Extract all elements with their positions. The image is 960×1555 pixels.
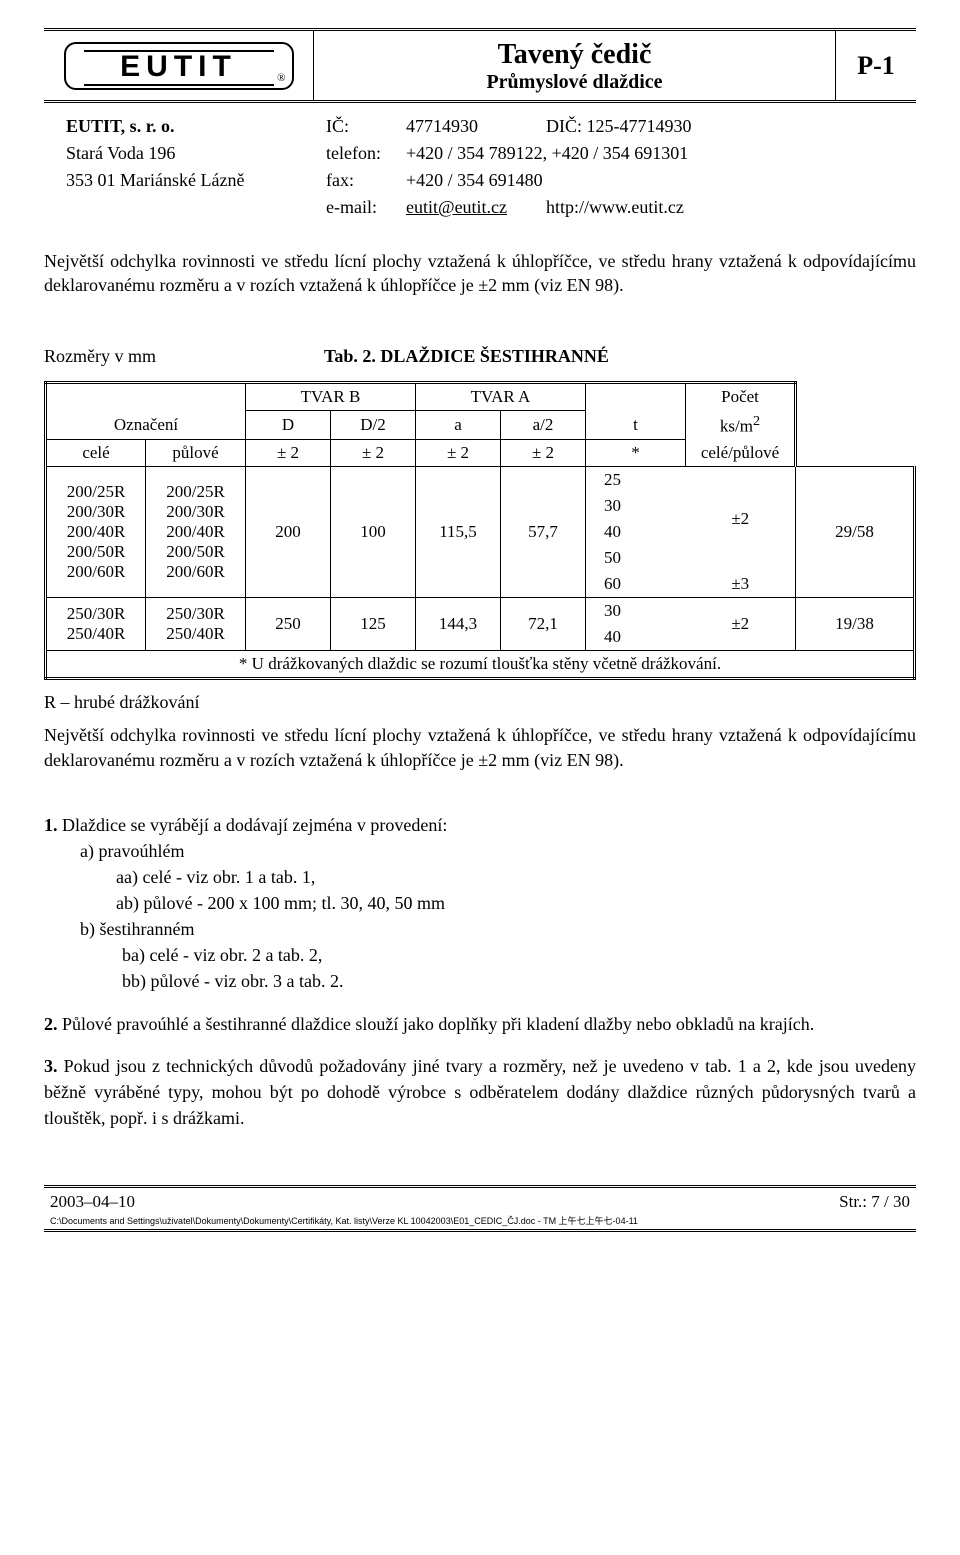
th-tvar-a: TVAR A bbox=[416, 382, 586, 410]
tel-value: +420 / 354 789122, +420 / 354 691301 bbox=[400, 140, 910, 167]
th-oznaceni: Označení bbox=[46, 410, 246, 440]
table2: TVAR B TVAR A Počet Označení D D/2 a a/2… bbox=[44, 381, 916, 681]
r2-tol: ±2 bbox=[686, 598, 796, 651]
th-D2: D/2 bbox=[331, 410, 416, 440]
footer-date: 2003–04–10 bbox=[50, 1192, 135, 1212]
r2-D2: 125 bbox=[331, 598, 416, 651]
th-empty bbox=[46, 382, 246, 410]
paragraph-flatness-1: Největší odchylka rovinnosti ve středu l… bbox=[44, 249, 916, 298]
email-value[interactable]: eutit@eutit.cz bbox=[406, 197, 507, 217]
fax-value: +420 / 354 691480 bbox=[400, 167, 910, 194]
note-r: R – hrubé drážkování bbox=[44, 692, 916, 713]
footer-page: Str.: 7 / 30 bbox=[839, 1192, 910, 1212]
note-2: 2. Půlové pravoúhlé a šestihranné dlaždi… bbox=[44, 1011, 916, 1037]
th-pm-a: ± 2 bbox=[416, 440, 501, 467]
r1-tol1: ±2 bbox=[686, 467, 796, 572]
th-pm-D2: ± 2 bbox=[331, 440, 416, 467]
note-1aa: aa) celé - viz obr. 1 a tab. 1, bbox=[44, 864, 916, 890]
th-tvar-b: TVAR B bbox=[246, 382, 416, 410]
note-1bb: bb) půlové - viz obr. 3 a tab. 2. bbox=[44, 968, 916, 994]
th-D: D bbox=[246, 410, 331, 440]
r1-t3: 50 bbox=[586, 545, 686, 571]
note-1ab: ab) půlové - 200 x 100 mm; tl. 30, 40, 5… bbox=[44, 890, 916, 916]
ic-value: 47714930 bbox=[400, 113, 540, 140]
page-footer: 2003–04–10 Str.: 7 / 30 C:\Documents and… bbox=[44, 1185, 916, 1232]
r1-t0: 25 bbox=[586, 467, 686, 494]
r1-a2: 57,7 bbox=[501, 467, 586, 598]
th-pulove: půlové bbox=[146, 440, 246, 467]
th-pm-D: ± 2 bbox=[246, 440, 331, 467]
table2-title-right: Tab. 2. DLAŽDICE ŠESTIHRANNÉ bbox=[324, 346, 609, 367]
r2-ks: 19/38 bbox=[796, 598, 915, 651]
tel-label: telefon: bbox=[320, 140, 400, 167]
th-a2: a/2 bbox=[501, 410, 586, 440]
production-notes: 1. Dlaždice se vyrábějí a dodávají zejmé… bbox=[44, 812, 916, 1131]
r2-t0: 30 bbox=[586, 598, 686, 625]
th-pm-a2: ± 2 bbox=[501, 440, 586, 467]
paragraph-flatness-2: Největší odchylka rovinnosti ve středu l… bbox=[44, 723, 916, 772]
th-star: * bbox=[586, 440, 686, 467]
table2-footnote: * U drážkovaných dlaždic se rozumí tlouš… bbox=[46, 651, 915, 679]
doc-subtitle: Průmyslové dlaždice bbox=[318, 71, 831, 94]
title-cell: Tavený čedič Průmyslové dlaždice bbox=[314, 31, 836, 100]
r2-a: 144,3 bbox=[416, 598, 501, 651]
th-a: a bbox=[416, 410, 501, 440]
r1-t2: 40 bbox=[586, 519, 686, 545]
ic-label: IČ: bbox=[320, 113, 400, 140]
r1-ks: 29/58 bbox=[796, 467, 915, 598]
addr-line2: 353 01 Mariánské Lázně bbox=[60, 167, 320, 194]
logo-cell: EUTIT ® bbox=[44, 31, 314, 100]
addr-line1: Stará Voda 196 bbox=[60, 140, 320, 167]
email-label: e-mail: bbox=[320, 194, 400, 221]
r2-t1: 40 bbox=[586, 624, 686, 651]
r1-cele: 200/25R 200/30R 200/40R 200/50R 200/60R bbox=[46, 467, 146, 598]
note-1b: b) šestihranném bbox=[44, 916, 916, 942]
logo-registered: ® bbox=[277, 72, 285, 84]
r1-t4: 60 bbox=[586, 571, 686, 598]
th-cele-pulove: celé/půlové bbox=[686, 440, 796, 467]
th-empty2 bbox=[586, 382, 686, 410]
r1-t1: 30 bbox=[586, 493, 686, 519]
company-name: EUTIT, s. r. o. bbox=[60, 113, 320, 140]
table2-title-left: Rozměry v mm bbox=[44, 346, 324, 367]
page-code: P-1 bbox=[836, 31, 916, 100]
contact-block: EUTIT, s. r. o. IČ: 47714930 DIČ: 125-47… bbox=[44, 103, 916, 227]
dic-value: DIČ: 125-47714930 bbox=[540, 113, 910, 140]
logo: EUTIT ® bbox=[64, 42, 294, 90]
note-3: 3. Pokud jsou z technických důvodů požad… bbox=[44, 1053, 916, 1131]
logo-text: EUTIT bbox=[120, 50, 237, 83]
th-ks: ks/m2 bbox=[686, 410, 796, 440]
r1-D2: 100 bbox=[331, 467, 416, 598]
table2-title-row: Rozměry v mm Tab. 2. DLAŽDICE ŠESTIHRANN… bbox=[44, 346, 916, 367]
note-1: 1. Dlaždice se vyrábějí a dodávají zejmé… bbox=[44, 812, 916, 838]
th-t: t bbox=[586, 410, 686, 440]
contact-table: EUTIT, s. r. o. IČ: 47714930 DIČ: 125-47… bbox=[60, 113, 910, 221]
web-value[interactable]: http://www.eutit.cz bbox=[540, 194, 910, 221]
footer-path: C:\Documents and Settings\uživatel\Dokum… bbox=[50, 1214, 910, 1227]
doc-title: Tavený čedič bbox=[318, 39, 831, 71]
r1-tol2: ±3 bbox=[686, 571, 796, 598]
r2-cele: 250/30R 250/40R bbox=[46, 598, 146, 651]
r1-a: 115,5 bbox=[416, 467, 501, 598]
th-pocet: Počet bbox=[686, 382, 796, 410]
r1-pulove: 200/25R 200/30R 200/40R 200/50R 200/60R bbox=[146, 467, 246, 598]
fax-label: fax: bbox=[320, 167, 400, 194]
r2-a2: 72,1 bbox=[501, 598, 586, 651]
r2-D: 250 bbox=[246, 598, 331, 651]
r1-D: 200 bbox=[246, 467, 331, 598]
page-header: EUTIT ® Tavený čedič Průmyslové dlaždice… bbox=[44, 28, 916, 103]
th-cele: celé bbox=[46, 440, 146, 467]
note-1a: a) pravoúhlém bbox=[44, 838, 916, 864]
r2-pulove: 250/30R 250/40R bbox=[146, 598, 246, 651]
note-1ba: ba) celé - viz obr. 2 a tab. 2, bbox=[44, 942, 916, 968]
